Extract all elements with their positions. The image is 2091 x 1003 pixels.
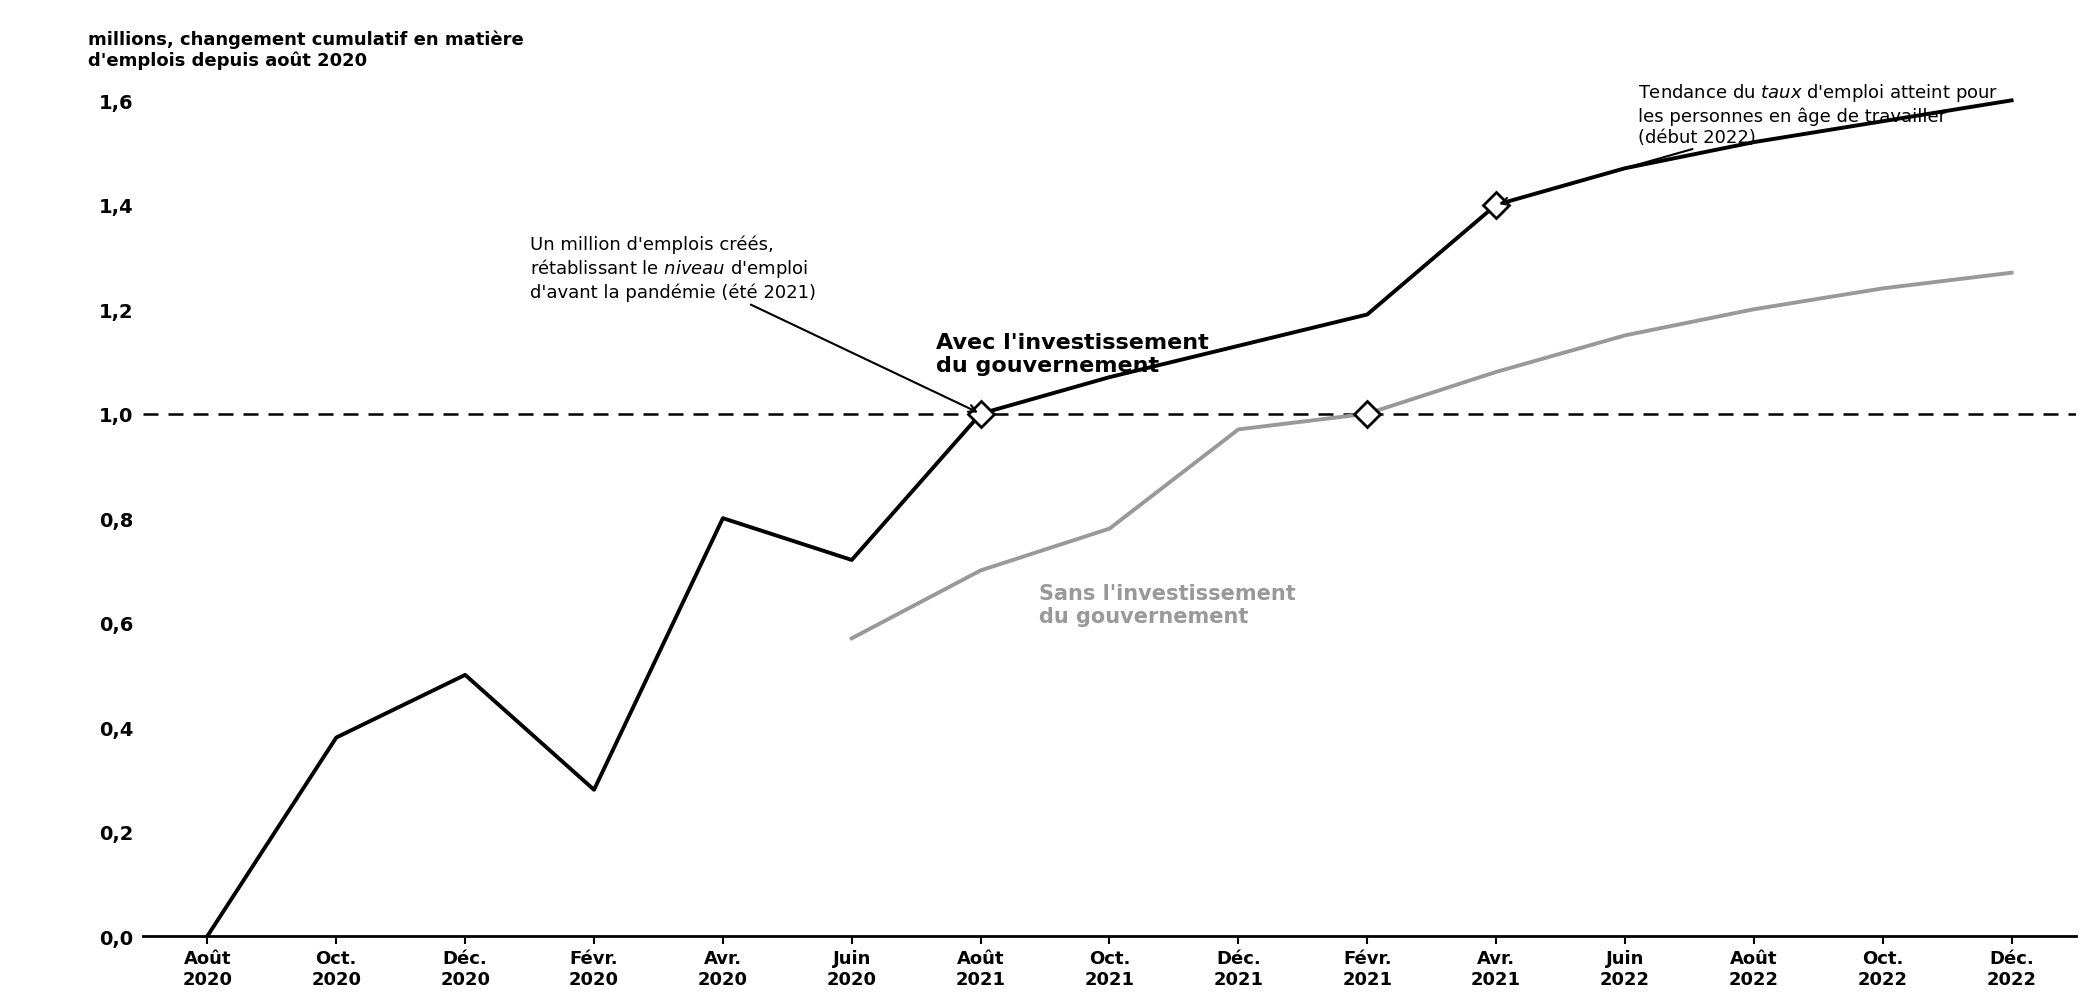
Text: Avec l'investissement
du gouvernement: Avec l'investissement du gouvernement <box>935 333 1209 376</box>
Text: Tendance du $\it{taux}$ d'emploi atteint pour
les personnes en âge de travailler: Tendance du $\it{taux}$ d'emploi atteint… <box>1501 82 1999 206</box>
Text: Sans l'investissement
du gouvernement: Sans l'investissement du gouvernement <box>1039 583 1294 626</box>
Text: millions, changement cumulatif en matière
d'emplois depuis août 2020: millions, changement cumulatif en matièr… <box>88 30 523 70</box>
Text: Un million d'emplois créés,
rétablissant le $\it{niveau}$ d'emploi
d'avant la pa: Un million d'emplois créés, rétablissant… <box>529 235 976 412</box>
